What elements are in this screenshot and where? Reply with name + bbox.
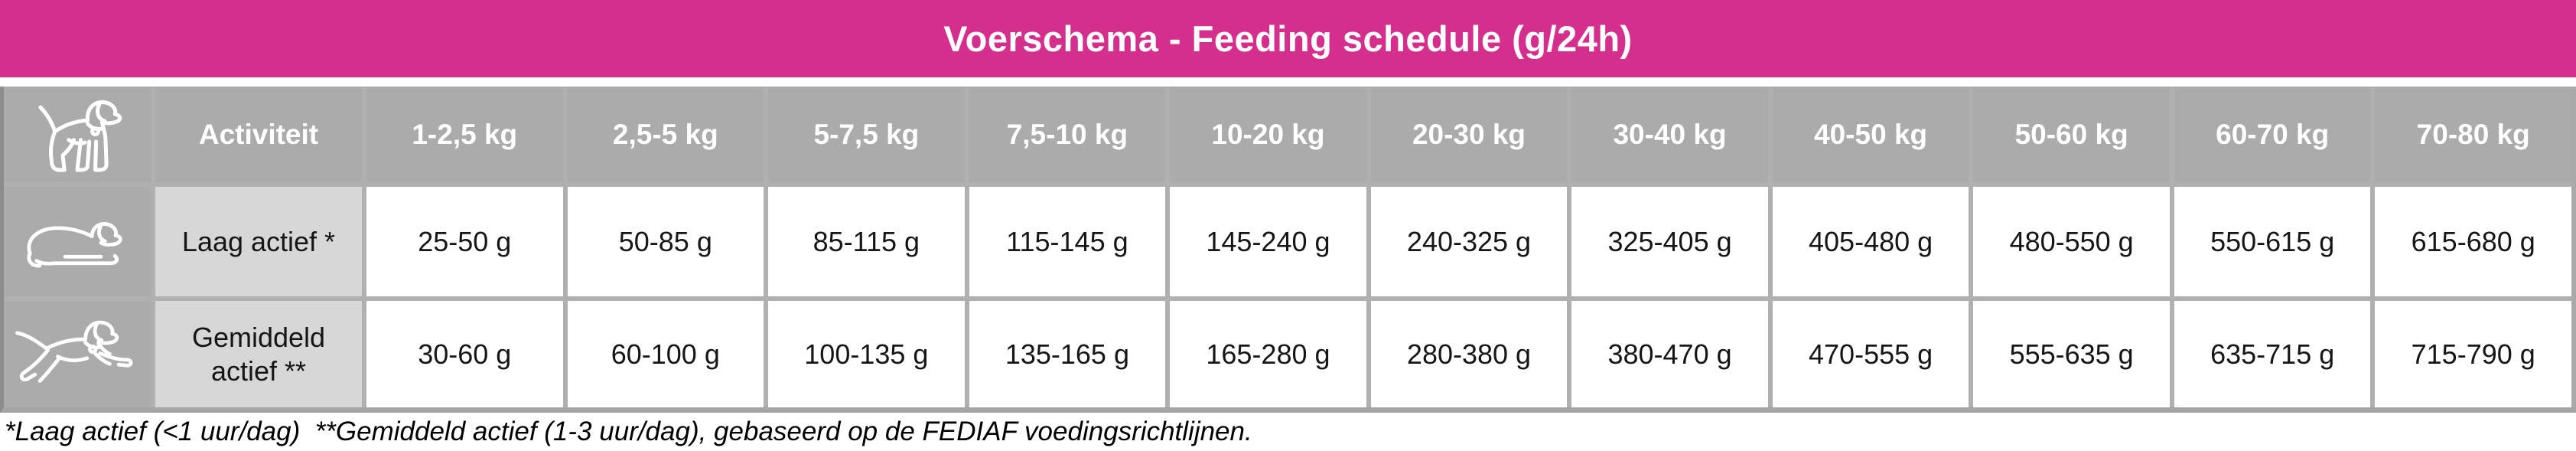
row-medium-label: Gemiddeld actief ** <box>155 301 362 407</box>
cell-low-9: 480-550 g <box>1973 187 2170 296</box>
cell-medium-3: 100-135 g <box>768 301 965 407</box>
standing-dog-icon <box>38 100 122 172</box>
column-header-weight-2: 2,5-5 kg <box>567 87 764 182</box>
title-table-divider <box>0 77 2576 87</box>
cell-low-4: 115-145 g <box>969 187 1166 296</box>
cell-medium-11: 715-790 g <box>2375 301 2571 407</box>
lying-dog-icon <box>27 222 122 268</box>
cell-low-8: 405-480 g <box>1772 187 1969 296</box>
title-bar: Voerschema - Feeding schedule (g/24h) <box>0 0 2576 77</box>
row-low-label: Laag actief * <box>155 187 362 296</box>
cell-low-5: 145-240 g <box>1170 187 1366 296</box>
feeding-table: Activiteit 1-2,5 kg 2,5-5 kg 5-7,5 kg 7,… <box>0 87 2576 413</box>
cell-low-6: 240-325 g <box>1370 187 1568 296</box>
cell-medium-8: 470-555 g <box>1772 301 1969 407</box>
cell-medium-4: 135-165 g <box>969 301 1166 407</box>
header-icon-cell <box>4 87 151 182</box>
footnote-area: *Laag actief (<1 uur/dag) **Gemiddeld ac… <box>0 413 2576 451</box>
footnote: *Laag actief (<1 uur/dag) **Gemiddeld ac… <box>5 417 1252 446</box>
cell-low-3: 85-115 g <box>768 187 965 296</box>
column-header-weight-6: 20-30 kg <box>1370 87 1568 182</box>
cell-low-1: 25-50 g <box>366 187 563 296</box>
cell-low-2: 50-85 g <box>567 187 764 296</box>
cell-medium-10: 635-715 g <box>2174 301 2371 407</box>
cell-low-10: 550-615 g <box>2174 187 2371 296</box>
cell-medium-2: 60-100 g <box>567 301 764 407</box>
page-title: Voerschema - Feeding schedule (g/24h) <box>943 18 1633 59</box>
running-dog-icon <box>15 320 133 383</box>
column-header-weight-9: 50-60 kg <box>1973 87 2170 182</box>
row-medium-icon-cell <box>4 301 151 407</box>
cell-medium-7: 380-470 g <box>1571 301 1768 407</box>
column-header-weight-10: 60-70 kg <box>2174 87 2371 182</box>
cell-medium-9: 555-635 g <box>1973 301 2170 407</box>
column-header-weight-8: 40-50 kg <box>1772 87 1969 182</box>
cell-medium-5: 165-280 g <box>1170 301 1366 407</box>
cell-low-7: 325-405 g <box>1571 187 1768 296</box>
column-header-weight-1: 1-2,5 kg <box>366 87 563 182</box>
column-header-weight-4: 7,5-10 kg <box>969 87 1166 182</box>
column-header-weight-3: 5-7,5 kg <box>768 87 965 182</box>
cell-low-11: 615-680 g <box>2375 187 2571 296</box>
row-low-icon-cell <box>4 187 151 296</box>
column-header-weight-11: 70-80 kg <box>2375 87 2571 182</box>
column-header-weight-5: 10-20 kg <box>1170 87 1366 182</box>
cell-medium-6: 280-380 g <box>1370 301 1568 407</box>
column-header-activity: Activiteit <box>155 87 362 182</box>
column-header-weight-7: 30-40 kg <box>1571 87 1768 182</box>
cell-medium-1: 30-60 g <box>366 301 563 407</box>
